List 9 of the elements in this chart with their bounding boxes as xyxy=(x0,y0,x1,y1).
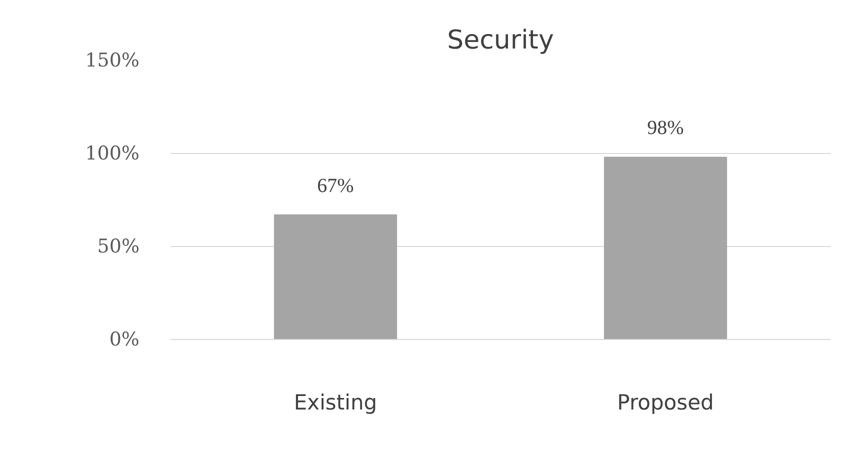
x-tick-label: Existing xyxy=(294,390,378,414)
y-tick-label: 50% xyxy=(97,236,140,258)
y-tick-label: 100% xyxy=(85,142,140,164)
data-label: 98% xyxy=(647,117,684,140)
y-tick-label: 150% xyxy=(85,50,140,72)
y-tick-label: 0% xyxy=(109,328,140,350)
chart-title: Security xyxy=(447,26,554,56)
data-label: 67% xyxy=(317,174,354,197)
x-tick-label: Proposed xyxy=(617,390,714,414)
